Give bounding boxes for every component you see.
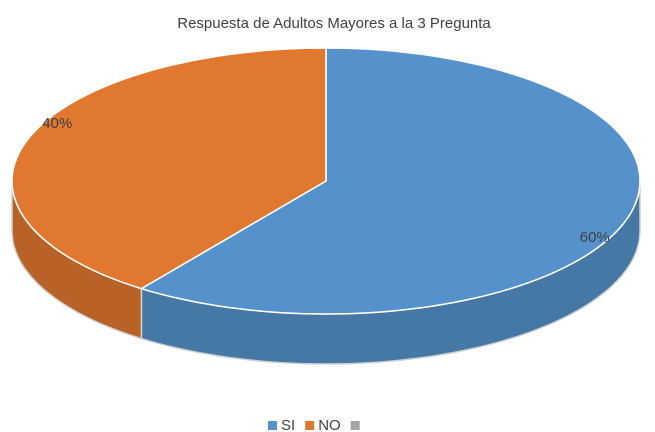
data-label: 40% bbox=[42, 115, 72, 132]
legend-marker bbox=[350, 421, 360, 430]
chart-title: Respuesta de Adultos Mayores a la 3 Preg… bbox=[177, 15, 491, 32]
legend-marker bbox=[268, 421, 277, 430]
slice bbox=[139, 47, 641, 315]
legend-marker bbox=[305, 421, 315, 430]
slice bbox=[11, 47, 327, 290]
data-label: 60% bbox=[580, 229, 610, 246]
legend-label: SI bbox=[281, 417, 295, 432]
legend-label: NO bbox=[318, 417, 341, 432]
